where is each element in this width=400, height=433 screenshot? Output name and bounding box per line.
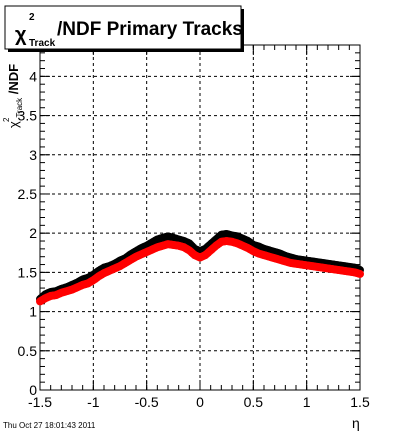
- x-tick-label: -1: [87, 394, 100, 410]
- y-tick-label: 0: [29, 382, 37, 398]
- svg-text:χ Track /NDF: χ Track /NDF: [6, 64, 25, 128]
- x-axis-title: η: [352, 415, 360, 431]
- y-tick-label: 2: [29, 225, 37, 241]
- y-tick-label: 3.5: [18, 108, 38, 124]
- chart-title-sup: 2: [29, 12, 35, 23]
- x-tick-label: 1.5: [350, 394, 370, 410]
- chart-title-symbol: χ: [15, 24, 27, 46]
- x-tick-label: -1.5: [28, 394, 52, 410]
- chart-title-box: χ 2 Track /NDF Primary Tracks: [4, 5, 244, 52]
- y-axis-title: χ Track /NDF 2: [2, 64, 25, 128]
- y-tick-label: 3: [29, 147, 37, 163]
- data-series: [36, 229, 364, 306]
- y-axis-title-sub: Track: [15, 97, 24, 118]
- y-axis-title-sup: 2: [2, 117, 11, 122]
- y-axis-title-symbol: χ: [6, 121, 21, 128]
- plot-area: [39, 44, 361, 391]
- x-tick-label: 0: [196, 394, 204, 410]
- y-axis-title-suffix: /NDF: [6, 64, 21, 94]
- y-tick-labels: 0 0.5 1 1.5 2 2.5 3 3.5 4: [18, 68, 38, 398]
- chart-title-sub: Track: [29, 38, 56, 49]
- footer-timestamp: Thu Oct 27 18:01:43 2011: [3, 421, 96, 430]
- y-tick-label: 1.5: [18, 264, 38, 280]
- x-tick-label: 1: [303, 394, 311, 410]
- x-tick-labels: -1.5 -1 -0.5 0 0.5 1 1.5: [28, 394, 370, 410]
- x-tick-label: -0.5: [135, 394, 159, 410]
- y-tick-label: 2.5: [18, 186, 38, 202]
- series-1: [36, 237, 364, 306]
- y-tick-label: 4: [29, 68, 37, 84]
- grid: [40, 45, 360, 390]
- data-point: [356, 269, 364, 278]
- y-tick-label: 0.5: [18, 343, 38, 359]
- y-tick-label: 1: [29, 304, 37, 320]
- x-tick-label: 0.5: [244, 394, 264, 410]
- chart-title: /NDF Primary Tracks: [57, 19, 243, 40]
